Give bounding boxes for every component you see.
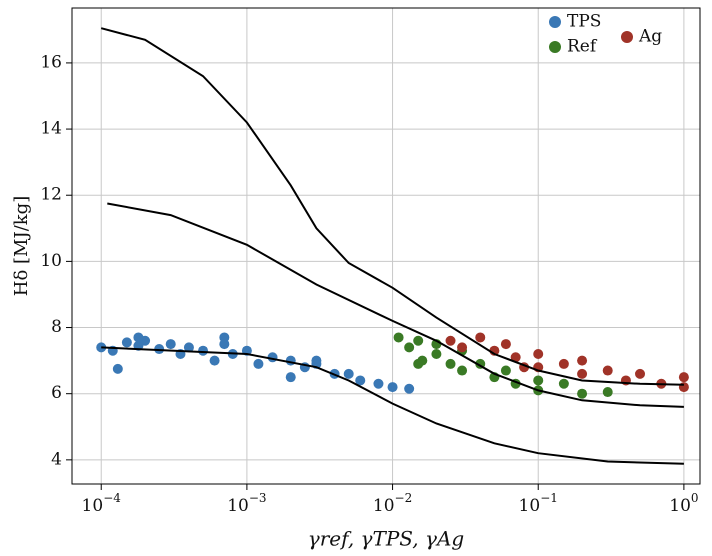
legend-marker <box>549 16 561 28</box>
x-tick-label: 100 <box>669 491 698 516</box>
y-tick-label: 12 <box>40 185 62 205</box>
scatter-point <box>577 388 588 399</box>
tick-exponent: −2 <box>395 491 413 505</box>
curve <box>100 27 684 386</box>
scatter-point <box>577 368 588 379</box>
tick-base: 10 <box>227 496 249 516</box>
y-tick-label: 16 <box>40 52 62 72</box>
y-axis-label: Hδ [MJ/kg] <box>11 196 32 296</box>
scatter-point <box>635 368 646 379</box>
scatter-point <box>413 358 424 369</box>
scatter-point <box>387 382 398 393</box>
scatter-point <box>445 358 456 369</box>
scatter-point <box>404 383 415 394</box>
y-tick-label: 10 <box>40 251 62 271</box>
scatter-point <box>165 339 176 350</box>
scatter-point <box>445 335 456 346</box>
scatter-point <box>678 382 689 393</box>
scatter-point <box>219 332 230 343</box>
plot-frame <box>71 7 701 485</box>
scatter-point <box>558 358 569 369</box>
scatter-point <box>373 378 384 389</box>
scatter-point <box>602 365 613 376</box>
scatter-point <box>253 358 264 369</box>
tick-exponent: 0 <box>691 491 699 505</box>
tick-exponent: −3 <box>249 491 267 505</box>
scatter-point <box>343 368 354 379</box>
scatter-point <box>198 345 209 356</box>
scatter-point <box>393 332 404 343</box>
x-axis-label: γref, γTPS, γAg <box>308 527 464 551</box>
curve <box>107 202 684 408</box>
y-tick-label: 8 <box>51 317 62 337</box>
legend-marker <box>549 41 561 53</box>
legend-marker <box>621 31 633 43</box>
tick-exponent: −1 <box>540 491 558 505</box>
scatter-point <box>500 365 511 376</box>
scatter-point <box>404 342 415 353</box>
scatter-point <box>510 352 521 363</box>
legend-label: Ref <box>567 37 598 57</box>
scatter-point <box>355 375 366 386</box>
scatter-point <box>500 339 511 350</box>
tick-exponent: −4 <box>103 491 121 505</box>
scatter-point <box>475 332 486 343</box>
tick-base: 10 <box>519 496 541 516</box>
scatter-point <box>133 332 144 343</box>
scatter-point <box>678 372 689 383</box>
scatter-point <box>183 342 194 353</box>
scatter-point <box>285 355 296 366</box>
scatter-point <box>533 375 544 386</box>
x-tick-label: 10−4 <box>82 491 122 516</box>
legend-label: TPS <box>567 12 601 32</box>
scatter-point <box>431 349 442 360</box>
scatter-point <box>413 335 424 346</box>
scatter-point <box>558 378 569 389</box>
scatter-point <box>577 355 588 366</box>
scatter-point <box>112 363 123 374</box>
x-tick-label: 10−1 <box>519 491 558 516</box>
scatter-point <box>457 342 468 353</box>
scatter-point <box>285 372 296 383</box>
scatter-point <box>457 365 468 376</box>
scatter-point <box>121 337 132 348</box>
scatter-point <box>209 355 220 366</box>
tick-base: 10 <box>373 496 395 516</box>
tick-base: 10 <box>82 496 104 516</box>
tick-base: 10 <box>669 496 691 516</box>
y-tick-label: 6 <box>51 383 62 403</box>
curve <box>101 346 684 465</box>
legend-label: Ag <box>638 27 662 47</box>
scatter-point <box>533 349 544 360</box>
y-tick-label: 4 <box>51 449 62 469</box>
y-tick-label: 14 <box>40 119 62 139</box>
scatter-point <box>602 387 613 398</box>
x-tick-label: 10−2 <box>373 491 412 516</box>
scatter-point <box>311 355 322 366</box>
x-tick-label: 10−3 <box>227 491 266 516</box>
